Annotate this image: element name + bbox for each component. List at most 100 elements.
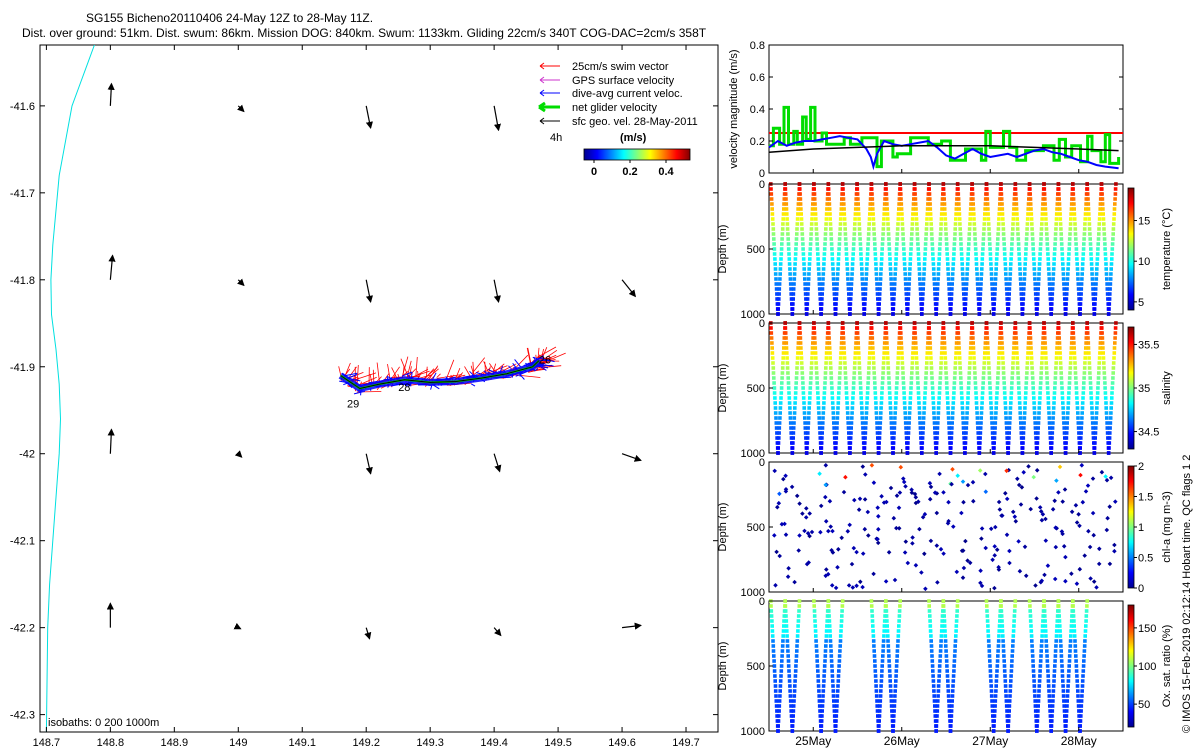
profile-dot [934, 543, 940, 548]
profile-dot [889, 416, 893, 420]
profile-dot [895, 376, 899, 380]
profile-dot [1074, 381, 1078, 385]
profile-dot [1030, 361, 1034, 365]
profile-dot [1012, 624, 1016, 628]
profile-dot [938, 376, 943, 380]
profile-dot [880, 391, 884, 395]
profile-dot [1061, 694, 1066, 698]
profile-dot [1054, 478, 1059, 483]
profile-dot [1034, 436, 1038, 440]
profile-dot [888, 401, 892, 405]
profile-dot [1011, 222, 1015, 226]
profile-dot [1040, 351, 1045, 355]
profile-dot [871, 207, 875, 211]
profile-dot [909, 376, 914, 380]
profile-dot [930, 237, 934, 241]
profile-dot [1094, 272, 1099, 276]
profile-dot [797, 321, 802, 325]
profile-dot [932, 272, 936, 276]
profile-dot [812, 197, 817, 201]
profile-dot [854, 583, 859, 589]
profile-dot [1114, 321, 1118, 325]
profile-dot [773, 267, 778, 271]
profile-dot [946, 689, 951, 693]
profile-dot [990, 421, 994, 425]
profile-dot [1044, 366, 1049, 370]
profile-dot [1077, 431, 1081, 435]
profile-dot [976, 292, 980, 296]
profile-dot [882, 629, 886, 633]
profile-dot [937, 664, 942, 668]
profile-dot [824, 644, 828, 648]
profile-dot [819, 729, 823, 733]
profile-dot [934, 312, 938, 316]
profile-dot [1059, 381, 1064, 385]
profile-dot [956, 336, 961, 340]
swim-vector [402, 371, 409, 377]
profile-dot [973, 386, 978, 390]
profile-dot [885, 624, 889, 628]
profile-dot [950, 282, 954, 286]
profile-dot [940, 341, 944, 345]
profile-dot [997, 207, 1002, 211]
profile-dot [794, 381, 798, 385]
profile-dot [784, 336, 788, 340]
profile-dot [818, 714, 823, 718]
profile-dot [947, 436, 952, 440]
profile-dot [1039, 366, 1044, 370]
profile-dot [829, 371, 833, 375]
profile-dot [822, 679, 826, 683]
profile-dot [1065, 287, 1069, 291]
profile-dot [1033, 287, 1038, 291]
profile-dot [899, 331, 903, 335]
profile-dot [1004, 416, 1008, 420]
profile-dot [989, 267, 993, 271]
profile-dot [898, 326, 903, 330]
profile-dot [794, 664, 798, 668]
profile-dot [841, 331, 845, 335]
profile-dot [1051, 406, 1056, 410]
profile-dot [861, 297, 866, 301]
profile-dot [1071, 321, 1075, 325]
legend-sfc-arrowhead [539, 117, 545, 125]
profile-dot [946, 416, 951, 420]
profile-dot [804, 307, 809, 311]
profile-dot [964, 426, 969, 430]
profile-dot [1059, 649, 1063, 653]
profile-dot [949, 292, 954, 296]
profile-dot [1104, 401, 1108, 405]
profile-dot [1028, 197, 1033, 201]
profile-dot [948, 446, 953, 450]
profile-dot [921, 282, 926, 286]
profile-dot [1010, 371, 1015, 375]
profile-dot [985, 326, 989, 330]
profile-dot [1051, 411, 1056, 415]
profile-dot [1061, 411, 1066, 415]
profile-dot [1082, 376, 1086, 380]
profile-dot [1072, 634, 1077, 638]
profile-dot [867, 361, 871, 365]
profile-dot [847, 297, 851, 301]
profile-dot [988, 242, 992, 246]
profile-dot [903, 267, 907, 271]
profile-dot [893, 406, 898, 410]
profile-dot [1005, 297, 1009, 301]
profile-dot [982, 222, 987, 226]
profile-dot [1085, 187, 1090, 191]
profile-dot [808, 386, 813, 390]
profile-dot [801, 386, 805, 390]
profile-dot [894, 401, 898, 405]
profile-dot [1048, 292, 1052, 296]
profile-y-tick-label: 0 [759, 457, 765, 469]
profile-dot [825, 619, 829, 623]
profile-dot [864, 282, 868, 286]
profile-dot [1074, 376, 1078, 380]
profile-dot [819, 451, 823, 455]
profile-dot [930, 386, 935, 390]
profile-ylabel: Depth (m) [717, 503, 729, 552]
profile-dot [856, 202, 860, 206]
profile-dot [876, 436, 880, 440]
profile-dot [1095, 257, 1100, 261]
profile-dot [889, 704, 894, 708]
